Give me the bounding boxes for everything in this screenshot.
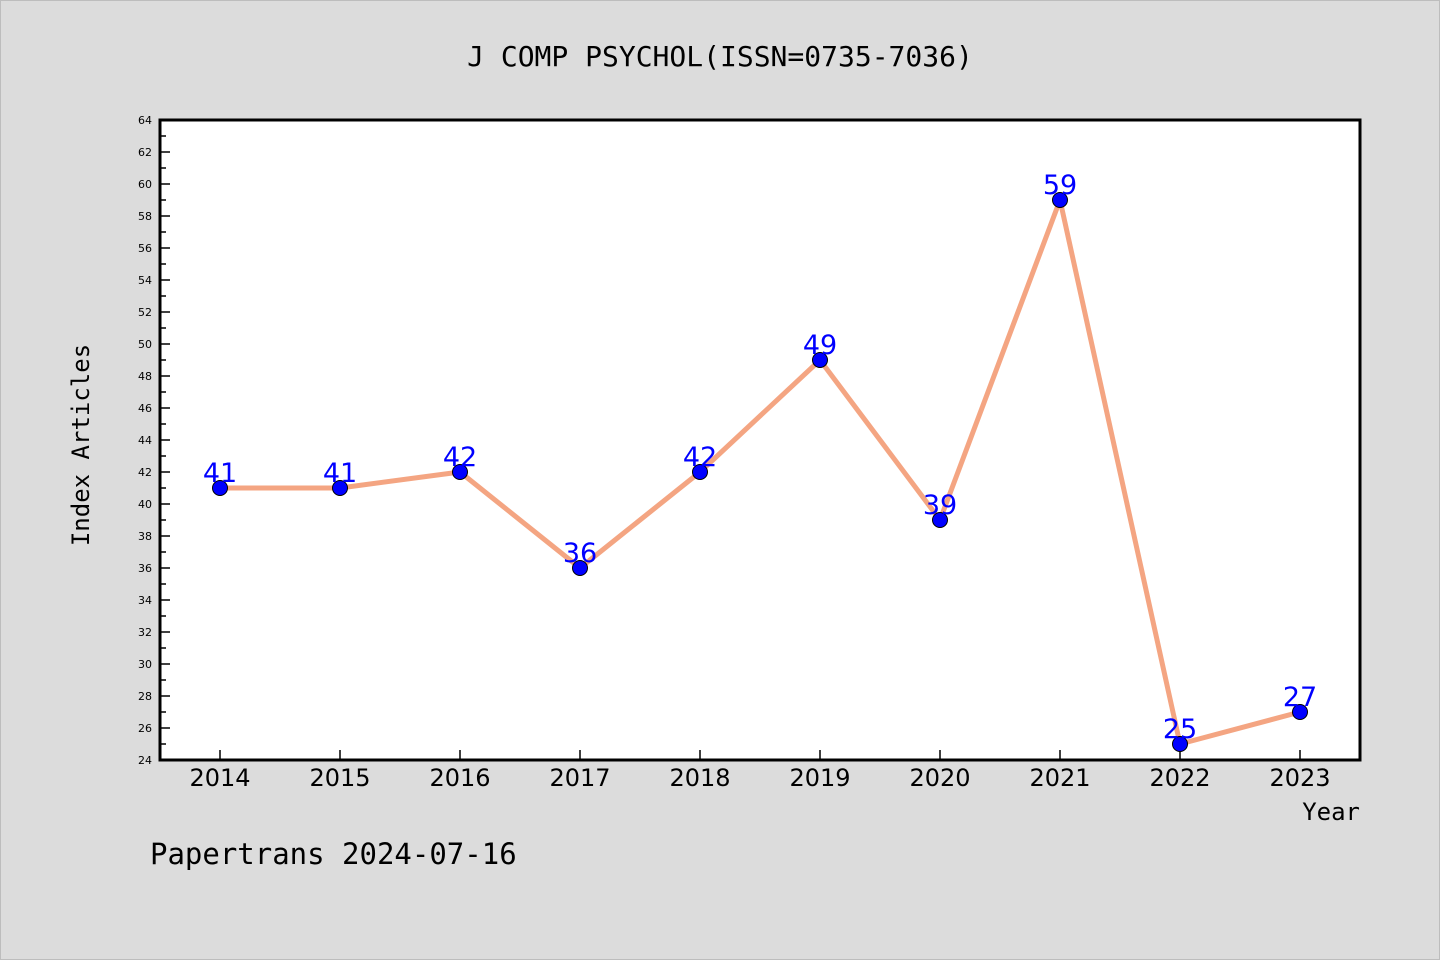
chart-title: J COMP PSYCHOL(ISSN=0735-7036) [467,40,973,73]
data-label: 49 [803,330,837,361]
y-tick-label: 24 [138,754,152,767]
y-tick-label: 32 [138,626,152,639]
x-tick-label: 2018 [669,764,730,792]
y-tick-label: 26 [138,722,152,735]
y-tick-label: 62 [138,146,152,159]
data-point [332,480,348,496]
data-label: 41 [323,458,357,489]
x-tick-label: 2017 [549,764,610,792]
y-tick-label: 34 [138,594,152,607]
y-tick-label: 58 [138,210,152,223]
data-point [572,560,588,576]
data-point [812,352,828,368]
y-tick-label: 60 [138,178,152,191]
y-tick-label: 64 [138,114,152,127]
data-point [452,464,468,480]
data-point [692,464,708,480]
y-tick-label: 48 [138,370,152,383]
data-point [212,480,228,496]
x-tick-label: 2020 [909,764,970,792]
x-tick-label: 2021 [1029,764,1090,792]
data-point [932,512,948,528]
data-label: 42 [443,442,477,473]
plot-frame [158,118,1362,762]
y-tick-label: 42 [138,466,152,479]
x-axis-label: Year [1302,798,1360,826]
y-tick-label: 38 [138,530,152,543]
y-tick-label: 46 [138,402,152,415]
data-label: 42 [683,442,717,473]
x-tick-label: 2014 [189,764,250,792]
x-tick-label: 2023 [1269,764,1330,792]
y-tick-label: 54 [138,274,152,287]
y-tick-label: 56 [138,242,152,255]
data-label: 25 [1163,714,1197,745]
y-tick-label: 52 [138,306,152,319]
plot-area [160,120,1360,760]
data-label: 36 [563,538,597,569]
y-tick-label: 28 [138,690,152,703]
y-tick-label: 36 [138,562,152,575]
data-label: 59 [1043,170,1077,201]
y-axis-ticks: 24 26 28 30 32 34 36 38 40 42 44 46 48 50 52 54 56 58 60 62… [138,114,170,767]
data-labels: 41 41 42 36 42 49 39 59 25 27 [203,170,1317,745]
series-markers [212,192,1308,752]
x-tick-label: 2016 [429,764,490,792]
data-label: 39 [923,490,957,521]
data-label: 41 [203,458,237,489]
x-axis-ticks: 2014 2015 2016 2017 2018 2019 2020 2021 2022 2023 [189,750,1331,792]
x-tick-label: 2015 [309,764,370,792]
data-point [1052,192,1068,208]
y-tick-label: 44 [138,434,152,447]
data-point [1292,704,1308,720]
x-tick-label: 2019 [789,764,850,792]
y-tick-label: 30 [138,658,152,671]
series-line [220,197,1301,747]
data-point [1172,736,1188,752]
y-tick-label: 40 [138,498,152,511]
y-tick-label: 50 [138,338,152,351]
watermark-text: Papertrans 2024-07-16 [150,837,517,871]
x-tick-label: 2022 [1149,764,1210,792]
y-axis-label: Index Articles [67,344,95,546]
data-label: 27 [1283,682,1317,713]
